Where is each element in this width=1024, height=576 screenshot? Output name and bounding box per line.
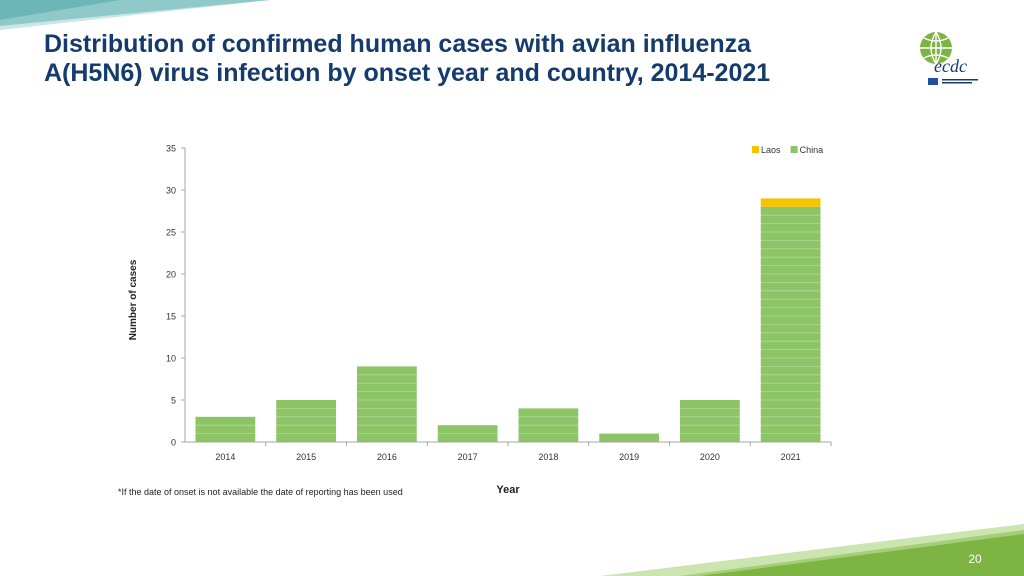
- title-line-2: A(H5N6) virus infection by onset year an…: [44, 59, 771, 87]
- y-tick-label: 35: [166, 144, 176, 154]
- y-tick-label: 30: [166, 186, 176, 196]
- legend-label-laos: Laos: [761, 145, 781, 155]
- y-tick-label: 20: [166, 270, 176, 280]
- eu-flag-icon: [928, 78, 938, 85]
- x-tick-label: 2019: [619, 452, 639, 462]
- ecdc-logo: ecdc: [920, 31, 978, 85]
- x-axis-title: Year: [496, 484, 520, 496]
- bottom-light-band: [600, 524, 1024, 576]
- legend-swatch-china: [790, 146, 798, 153]
- legend-swatch-laos: [752, 146, 759, 153]
- x-tick-label: 2014: [215, 452, 235, 462]
- y-tick-label: 5: [171, 396, 176, 406]
- x-axis-ticks: 2014 2015 2016 2017 2018 2019 2020 2021: [215, 442, 832, 462]
- bar-china-2021: [760, 206, 821, 442]
- y-axis-title: Number of cases: [128, 259, 139, 340]
- y-axis-ticks: 0 5 10 15 20 25 30 35: [166, 144, 185, 448]
- chart-footnote: *If the date of onset is not available t…: [118, 487, 403, 497]
- x-tick-label: 2018: [538, 452, 558, 462]
- logo-tagline-line-2: [942, 82, 972, 84]
- bar-china-2019: [599, 433, 660, 442]
- globe-meridians: [920, 31, 952, 65]
- x-tick-label: 2021: [781, 452, 801, 462]
- top-light-band: [0, 0, 270, 30]
- y-tick-label: 0: [171, 438, 176, 448]
- y-tick-label: 25: [166, 228, 176, 238]
- bar-laos-2021: [760, 198, 821, 207]
- chart-legend: Laos China: [752, 145, 823, 155]
- bar-china-2016: [356, 366, 417, 442]
- bar-china-2015: [276, 400, 337, 442]
- x-tick-label: 2017: [458, 452, 478, 462]
- logo-wordmark: ecdc: [934, 56, 967, 76]
- bar-china-2020: [679, 400, 740, 442]
- legend-label-china: China: [800, 145, 824, 155]
- y-tick-label: 10: [166, 354, 176, 364]
- x-tick-label: 2016: [377, 452, 397, 462]
- logo-tagline-line-1: [942, 79, 978, 81]
- bar-china-2014: [195, 416, 256, 442]
- slide-title: Distribution of confirmed human cases wi…: [44, 30, 904, 88]
- x-tick-label: 2020: [700, 452, 720, 462]
- bars-group: [195, 198, 821, 442]
- bar-china-2017: [437, 425, 498, 442]
- title-line-1: Distribution of confirmed human cases wi…: [44, 30, 752, 58]
- y-tick-label: 15: [166, 312, 176, 322]
- page-number: 20: [968, 552, 982, 566]
- bar-china-2018: [518, 408, 579, 442]
- x-tick-label: 2015: [296, 452, 316, 462]
